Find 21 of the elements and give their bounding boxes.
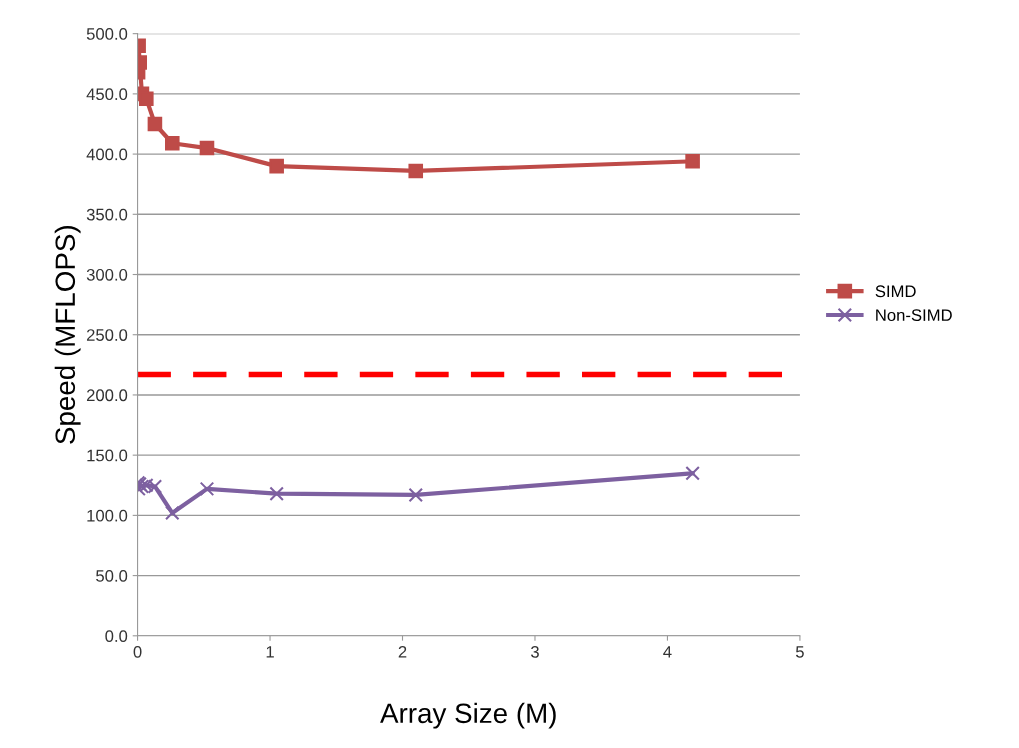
legend-label: SIMD (875, 285, 916, 298)
x-tick-label: 4 (663, 646, 672, 658)
x-tick-label: 0 (133, 645, 142, 658)
legend-label: Non-SIMD (876, 309, 952, 322)
y-tick-label: 400.0 (86, 148, 128, 161)
x-axis-title: Array Size (M) (380, 702, 556, 729)
y-tick-label: 50.0 (96, 569, 128, 582)
y-tick-label: 0.0 (105, 630, 128, 642)
y-axis-title: Speed (MFLOPS) (54, 226, 81, 444)
y-tick-label: 300.0 (86, 268, 128, 281)
y-tick-label: 500.0 (86, 28, 128, 40)
x-tick-label: 1 (266, 646, 274, 658)
y-tick-label: 450.0 (86, 88, 128, 101)
x-tick-label: 5 (795, 646, 804, 658)
x-tick-label: 3 (530, 645, 539, 658)
y-tick-label: 250.0 (86, 329, 128, 341)
y-tick-label: 150.0 (87, 449, 128, 462)
x-tick-label: 2 (398, 645, 407, 658)
y-tick-label: 200.0 (86, 389, 128, 402)
y-tick-label: 350.0 (86, 208, 128, 221)
y-tick-label: 100.0 (87, 509, 128, 522)
